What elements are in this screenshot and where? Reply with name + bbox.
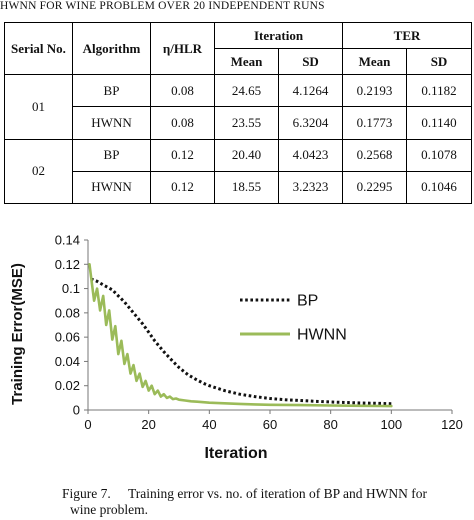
serial-cell: 02 bbox=[4, 138, 73, 205]
series-line-hwnn bbox=[88, 262, 393, 408]
iter-sd-cell: 3.2323 bbox=[277, 170, 344, 205]
table-row: 02 BP 0.12 20.40 4.0423 0.2568 0.1078 bbox=[4, 138, 473, 205]
table-row: 01 BP 0.08 24.65 4.1264 0.2193 0.1182 bbox=[4, 74, 473, 140]
header-ter-mean: Mean bbox=[342, 48, 408, 76]
y-tick-label: 0.02 bbox=[55, 378, 80, 393]
x-tick-labels: 0 20 40 60 80 100 120 bbox=[84, 417, 462, 432]
ter-sd-cell: 0.1078 bbox=[406, 138, 473, 172]
chart-legend: BP HWNN bbox=[240, 293, 347, 344]
x-tick-label: 0 bbox=[84, 417, 91, 432]
y-axis-label: Training Error(MSE) bbox=[9, 263, 26, 405]
legend-label-hwnn: HWNN bbox=[297, 327, 347, 344]
header-ter: TER bbox=[342, 21, 473, 50]
y-tick-label: 0.06 bbox=[55, 330, 80, 345]
x-tick-label: 20 bbox=[141, 417, 155, 432]
x-tick-label: 100 bbox=[380, 417, 402, 432]
serial-cell: 01 bbox=[4, 74, 73, 140]
table-caption: HWNN FOR WINE PROBLEM OVER 20 INDEPENDEN… bbox=[0, 0, 325, 12]
figure-caption-line1: Training error vs. no. of iteration of B… bbox=[128, 486, 427, 501]
y-tick-label: 0 bbox=[73, 403, 80, 418]
iter-sd-cell: 4.1264 bbox=[277, 74, 344, 108]
results-table: Serial No. Algorithm η/HLR Iteration TER… bbox=[4, 21, 473, 205]
eta-cell: 0.08 bbox=[150, 106, 215, 140]
x-tick-label: 120 bbox=[441, 417, 463, 432]
chart-axes bbox=[84, 239, 453, 414]
y-tick-label: 0.14 bbox=[55, 233, 80, 248]
figure-caption-line2: wine problem. bbox=[70, 502, 148, 517]
iter-mean-cell: 20.40 bbox=[214, 138, 279, 172]
header-serial: Serial No. bbox=[4, 21, 73, 76]
algorithm-cell: HWNN bbox=[72, 170, 151, 205]
ter-sd-cell: 0.1140 bbox=[406, 106, 473, 140]
y-tick-label: 0.04 bbox=[55, 354, 80, 369]
iter-mean-cell: 23.55 bbox=[214, 106, 279, 140]
header-iteration-sd: SD bbox=[277, 48, 344, 76]
legend-label-bp: BP bbox=[297, 293, 318, 310]
eta-cell: 0.12 bbox=[150, 170, 215, 205]
ter-mean-cell: 0.2295 bbox=[342, 170, 408, 205]
y-tick-label: 0.12 bbox=[55, 257, 80, 272]
iter-sd-cell: 4.0423 bbox=[277, 138, 344, 172]
ter-mean-cell: 0.2193 bbox=[342, 74, 408, 108]
eta-cell: 0.12 bbox=[150, 138, 215, 172]
iter-mean-cell: 18.55 bbox=[214, 170, 279, 205]
eta-cell: 0.08 bbox=[150, 74, 215, 108]
x-tick-label: 40 bbox=[202, 417, 216, 432]
y-tick-label: 0.08 bbox=[55, 305, 80, 320]
x-axis-label: Iteration bbox=[204, 445, 267, 462]
algorithm-cell: BP bbox=[72, 74, 151, 108]
algorithm-cell: HWNN bbox=[72, 106, 151, 140]
training-error-chart: 0 0.02 0.04 0.06 0.08 0.1 0.12 0.14 0 20 40 60 80 10… bbox=[9, 233, 463, 463]
x-tick-label: 60 bbox=[263, 417, 277, 432]
x-tick-label: 80 bbox=[323, 417, 337, 432]
figure-label: Figure 7. bbox=[62, 486, 111, 501]
algorithm-cell: BP bbox=[72, 138, 151, 172]
table-row: HWNN 0.12 18.55 3.2323 0.2295 0.1046 bbox=[5, 170, 473, 205]
ter-mean-cell: 0.2568 bbox=[342, 138, 408, 172]
iter-sd-cell: 6.3204 bbox=[277, 106, 344, 140]
y-tick-labels: 0 0.02 0.04 0.06 0.08 0.1 0.12 0.14 bbox=[55, 233, 80, 418]
iter-mean-cell: 24.65 bbox=[214, 74, 279, 108]
header-iteration-mean: Mean bbox=[214, 48, 279, 76]
ter-sd-cell: 0.1046 bbox=[406, 170, 473, 205]
header-iteration: Iteration bbox=[213, 21, 344, 50]
table-row: HWNN 0.08 23.55 6.3204 0.1773 0.1140 bbox=[5, 106, 473, 140]
header-ter-sd: SD bbox=[406, 48, 473, 76]
header-algorithm: Algorithm bbox=[72, 21, 151, 76]
series-line-bp bbox=[90, 277, 392, 406]
ter-mean-cell: 0.1773 bbox=[342, 106, 408, 140]
series-layer bbox=[88, 262, 393, 408]
header-eta: η/HLR bbox=[150, 21, 215, 76]
ter-sd-cell: 0.1182 bbox=[406, 74, 473, 108]
y-tick-label: 0.1 bbox=[62, 281, 80, 296]
figure-caption: Figure 7. Training error vs. no. of itera… bbox=[62, 486, 472, 518]
